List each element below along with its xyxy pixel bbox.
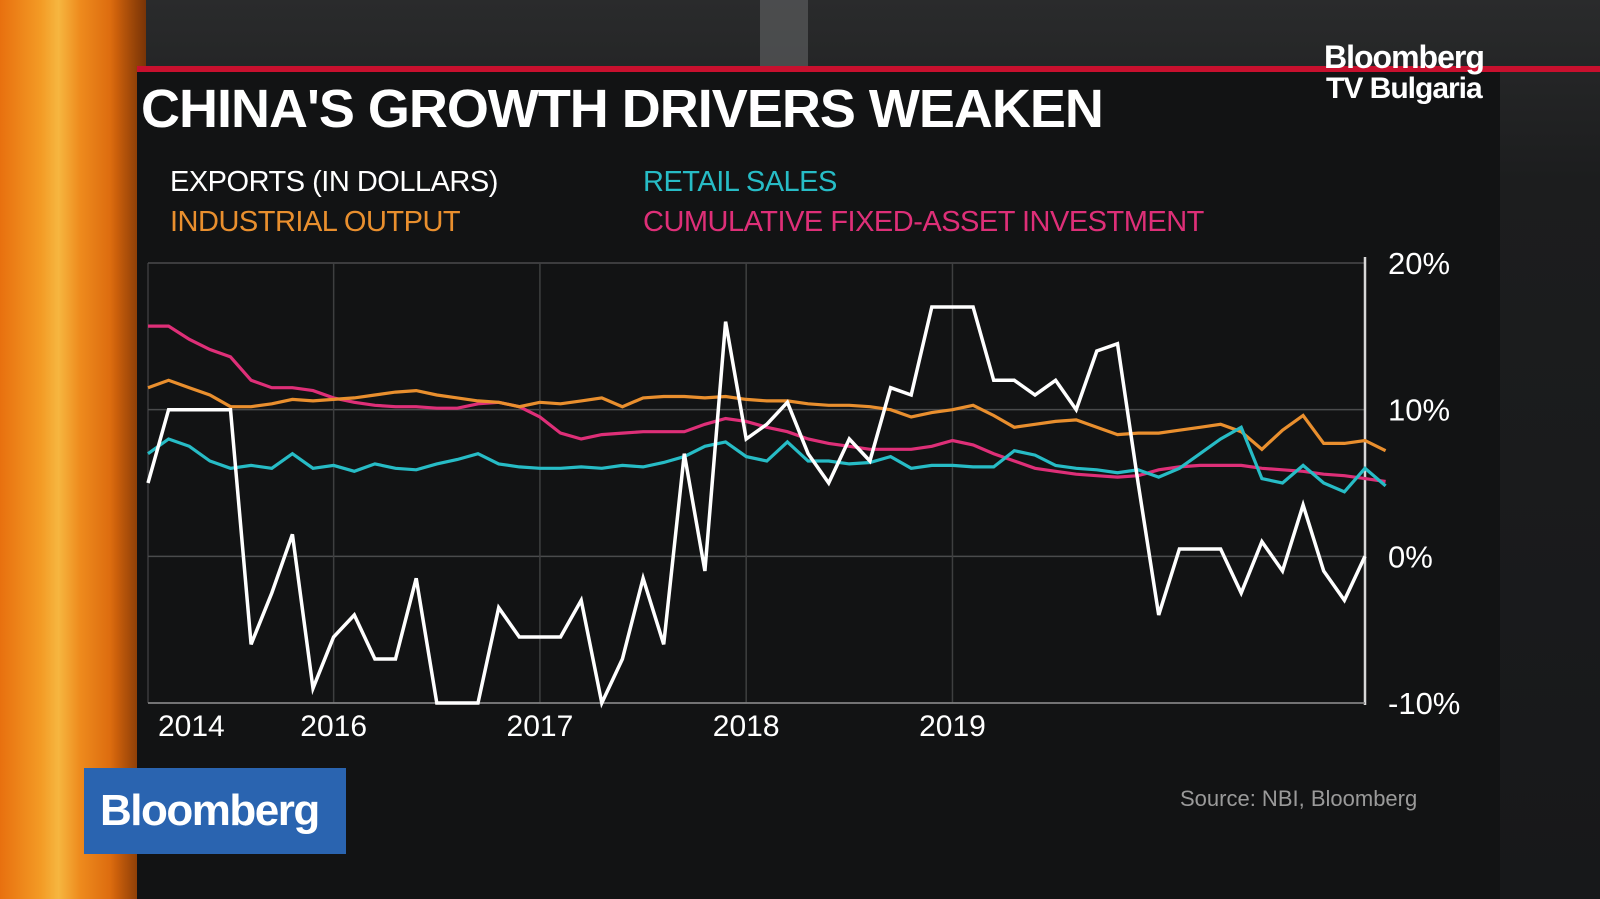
bloomberg-logo: Bloomberg [100, 786, 320, 835]
legend-exports: EXPORTS (IN DOLLARS) [170, 166, 498, 198]
legend-retail-sales: RETAIL SALES [643, 166, 837, 198]
legend-fixed-asset-investment: CUMULATIVE FIXED-ASSET INVESTMENT [643, 206, 1204, 238]
y-tick-label: -10% [1388, 686, 1460, 721]
chart-series [146, 305, 1387, 709]
x-tick-label: 2018 [713, 710, 780, 743]
graphic-panel [137, 72, 1500, 899]
x-tick-label: 2019 [919, 710, 986, 743]
series-line-retail [147, 425, 1387, 494]
brand-line-1: Bloomberg [1324, 39, 1485, 75]
y-tick-label: 0% [1388, 539, 1433, 574]
studio-column [760, 0, 808, 70]
y-tick-label: 20% [1388, 246, 1450, 281]
x-tick-label: 2014 [158, 710, 225, 743]
red-rule [137, 66, 1600, 72]
x-tick-label: 2016 [300, 710, 367, 743]
chart-axis-labels: 20% 10% 0% -10% 2014 2016 2017 2018 2019 [158, 246, 1460, 743]
series-line-industrial [147, 378, 1387, 453]
orange-backdrop-panel [0, 0, 146, 899]
source-note: Source: NBI, Bloomberg [1180, 786, 1418, 811]
y-tick-label: 10% [1388, 393, 1450, 428]
chart-grid [147, 257, 1367, 705]
series-line-exports [146, 305, 1367, 709]
legend-industrial-output: INDUSTRIAL OUTPUT [170, 206, 461, 238]
bloomberg-logo-box [84, 768, 346, 854]
headline: CHINA'S GROWTH DRIVERS WEAKEN [141, 79, 1104, 139]
brand-line-2: TV Bulgaria [1326, 72, 1483, 105]
bloomberg-tv-bulgaria-logo: Bloomberg TV Bulgaria [1324, 39, 1544, 105]
x-tick-label: 2017 [507, 710, 574, 743]
